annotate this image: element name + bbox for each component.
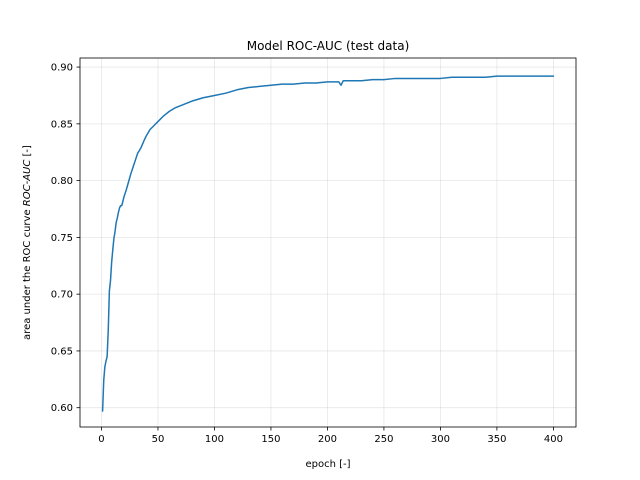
- x-tick-label: 300: [431, 434, 450, 445]
- grid: [80, 58, 576, 427]
- y-tick-label: 0.75: [51, 233, 73, 244]
- x-tick-label: 150: [261, 434, 280, 445]
- x-tick-label: 100: [205, 434, 224, 445]
- x-tick-label: 0: [98, 434, 104, 445]
- y-axis-label-italic: ROC-AUC: [22, 160, 33, 207]
- series-line: [101, 75, 555, 412]
- y-tick-label: 0.85: [51, 119, 73, 130]
- x-tick-label: 400: [544, 434, 563, 445]
- x-tick-label: 250: [374, 434, 393, 445]
- y-tick-label: 0.65: [51, 346, 73, 357]
- x-tick-label: 350: [487, 434, 506, 445]
- series-layer: [101, 75, 555, 412]
- y-tick-label: 0.60: [51, 403, 73, 414]
- y-axis-label: area under the ROC curve ROC-AUC [-]: [22, 145, 33, 340]
- y-axis-label-prefix: area under the ROC curve: [22, 206, 33, 340]
- x-axis-label: epoch [-]: [305, 459, 350, 470]
- y-axis-label-suffix: [-]: [22, 145, 33, 160]
- y-axis: 0.60 0.65 0.70 0.75 0.80 0.85 0.90: [51, 63, 80, 414]
- x-tick-label: 50: [152, 434, 165, 445]
- y-tick-label: 0.70: [51, 290, 73, 301]
- chart-title: Model ROC-AUC (test data): [247, 39, 410, 53]
- y-tick-label: 0.80: [51, 176, 73, 187]
- x-axis: 0 50 100 150 200 250 300 350 400: [98, 427, 563, 445]
- x-tick-label: 200: [318, 434, 337, 445]
- plot-frame: [79, 57, 577, 428]
- y-tick-label: 0.90: [51, 63, 73, 74]
